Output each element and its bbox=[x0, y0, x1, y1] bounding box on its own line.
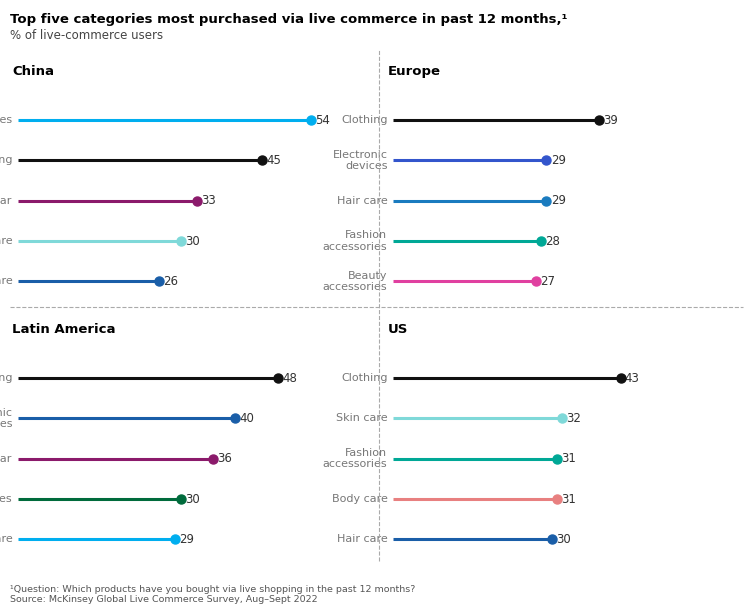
Text: Fragrances: Fragrances bbox=[0, 494, 13, 504]
Text: 29: 29 bbox=[179, 533, 194, 546]
Text: 31: 31 bbox=[561, 452, 576, 465]
Text: Groceries: Groceries bbox=[0, 115, 13, 125]
Text: 30: 30 bbox=[556, 533, 571, 546]
Text: Skin care: Skin care bbox=[0, 236, 13, 246]
Text: Electronic
devices: Electronic devices bbox=[332, 150, 388, 171]
Text: Footwear: Footwear bbox=[0, 195, 13, 206]
Text: 39: 39 bbox=[604, 114, 619, 127]
Text: Europe: Europe bbox=[388, 65, 440, 78]
Text: China: China bbox=[13, 65, 55, 78]
Text: Clothing: Clothing bbox=[0, 155, 13, 166]
Text: 43: 43 bbox=[625, 371, 640, 385]
Text: Hair care: Hair care bbox=[0, 534, 13, 544]
Text: 29: 29 bbox=[550, 194, 566, 207]
Text: Clothing: Clothing bbox=[341, 115, 388, 125]
Text: 31: 31 bbox=[561, 492, 576, 506]
Text: 29: 29 bbox=[550, 154, 566, 167]
Text: Fashion
accessories: Fashion accessories bbox=[322, 231, 388, 252]
Text: % of live-commerce users: % of live-commerce users bbox=[10, 29, 163, 42]
Text: 33: 33 bbox=[201, 194, 216, 207]
Text: 54: 54 bbox=[315, 114, 330, 127]
Text: US: US bbox=[388, 323, 408, 336]
Text: Body care: Body care bbox=[332, 494, 388, 504]
Text: 32: 32 bbox=[566, 412, 581, 425]
Text: Clothing: Clothing bbox=[341, 373, 388, 383]
Text: Fashion
accessories: Fashion accessories bbox=[322, 448, 388, 469]
Text: Hair care: Hair care bbox=[0, 276, 13, 287]
Text: 30: 30 bbox=[185, 492, 200, 506]
Text: Top five categories most purchased via live commerce in past 12 months,¹: Top five categories most purchased via l… bbox=[10, 13, 567, 26]
Text: 27: 27 bbox=[540, 275, 555, 288]
Text: 30: 30 bbox=[185, 234, 200, 248]
Text: Clothing: Clothing bbox=[0, 373, 13, 383]
Text: Footwear: Footwear bbox=[0, 453, 13, 464]
Text: 40: 40 bbox=[239, 412, 254, 425]
Text: ¹Question: Which products have you bought via live shopping in the past 12 month: ¹Question: Which products have you bough… bbox=[10, 585, 416, 604]
Text: 26: 26 bbox=[164, 275, 178, 288]
Text: 36: 36 bbox=[217, 452, 232, 465]
Text: Latin America: Latin America bbox=[13, 323, 116, 336]
Text: Hair care: Hair care bbox=[337, 195, 388, 206]
Text: 45: 45 bbox=[266, 154, 281, 167]
Text: 48: 48 bbox=[283, 371, 297, 385]
Text: Skin care: Skin care bbox=[336, 413, 388, 424]
Text: 28: 28 bbox=[545, 234, 560, 248]
Text: Beauty
accessories: Beauty accessories bbox=[322, 271, 388, 292]
Text: Electronic
devices: Electronic devices bbox=[0, 408, 13, 429]
Text: Hair care: Hair care bbox=[337, 534, 388, 544]
